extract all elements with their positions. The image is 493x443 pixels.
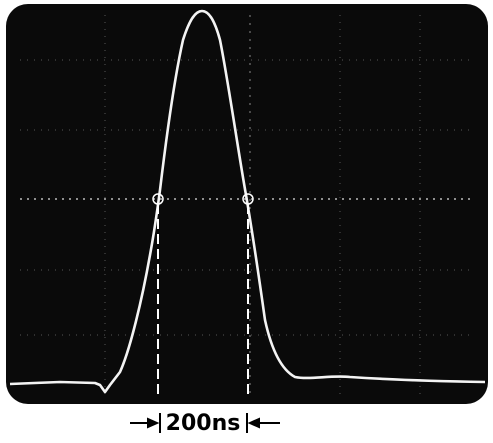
pulse-trace [9,9,486,394]
width-arrows [130,413,280,433]
graticule [20,15,475,395]
width-label: 200ns [166,411,241,436]
